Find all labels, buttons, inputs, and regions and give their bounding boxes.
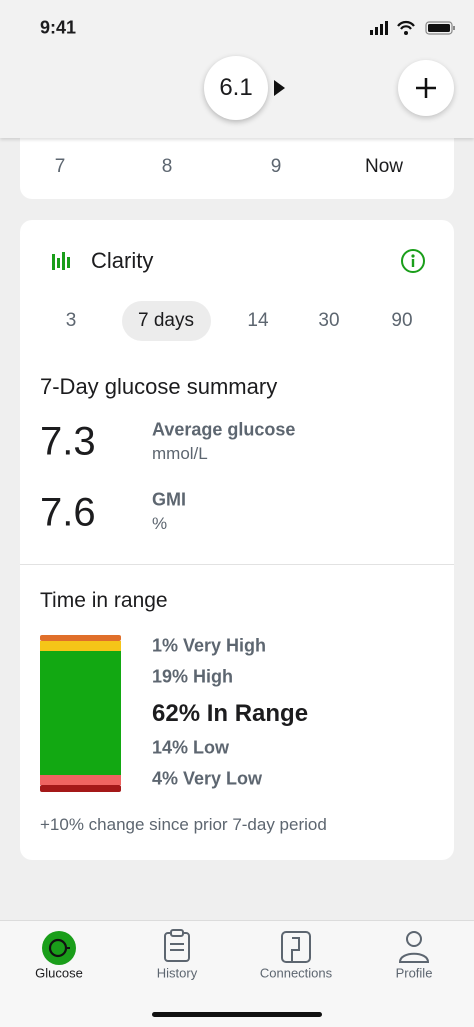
home-indicator [152,1012,322,1017]
tir-title: Time in range [40,589,168,612]
timeline-label: Now [364,156,404,177]
range-option[interactable]: 3 [65,310,77,331]
metric-label: GMI [152,489,186,510]
tir-item: 62% In Range [152,700,309,727]
tir-bar [40,635,121,792]
tab-label[interactable]: History [156,965,198,981]
tab-label[interactable]: Connections [259,965,333,981]
range-option[interactable]: 90 [391,310,413,331]
trend-arrow [274,80,285,96]
range-option[interactable]: 14 [247,310,269,331]
metric-value: 7.6 [40,490,96,535]
tab-icon [281,931,311,963]
metric-unit: mmol/L [152,444,208,463]
range-option[interactable]: 7 days [138,310,194,331]
summary-title: 7-Day glucose summary [40,374,278,399]
range-option[interactable]: 30 [318,310,340,331]
tab-icon [42,931,76,965]
current-glucose: 6.1 [219,74,253,101]
selected-range-pill [122,301,211,341]
glucose-bubble[interactable] [204,56,268,120]
tab-label[interactable]: Glucose [35,965,83,981]
tab-icon [164,929,190,962]
header: 9:41 6.1 [0,0,474,138]
timeline-label: 9 [270,156,282,177]
metric-unit: % [152,514,168,533]
metric-label: Average glucose [152,419,296,440]
timeline-label: 7 [54,156,66,177]
metric-value: 7.3 [40,419,96,464]
tab-label[interactable]: Profile [395,965,433,981]
tab-bar [0,920,474,1027]
status-time: 9:41 [40,17,77,38]
timeline-label: 8 [161,156,173,177]
tir-item: 14% Low [152,737,230,758]
tir-item: 4% Very Low [152,768,263,789]
divider [20,564,454,565]
clarity-icon [52,252,70,270]
tir-item: 19% High [152,666,234,687]
tab-icon [398,931,430,963]
status-icons [370,20,455,35]
clarity-title: Clarity [91,248,154,273]
tir-item: 1% Very High [152,635,267,656]
add-button[interactable] [398,60,454,116]
change-note: +10% change since prior 7-day period [40,815,327,834]
info-button[interactable] [400,248,426,274]
